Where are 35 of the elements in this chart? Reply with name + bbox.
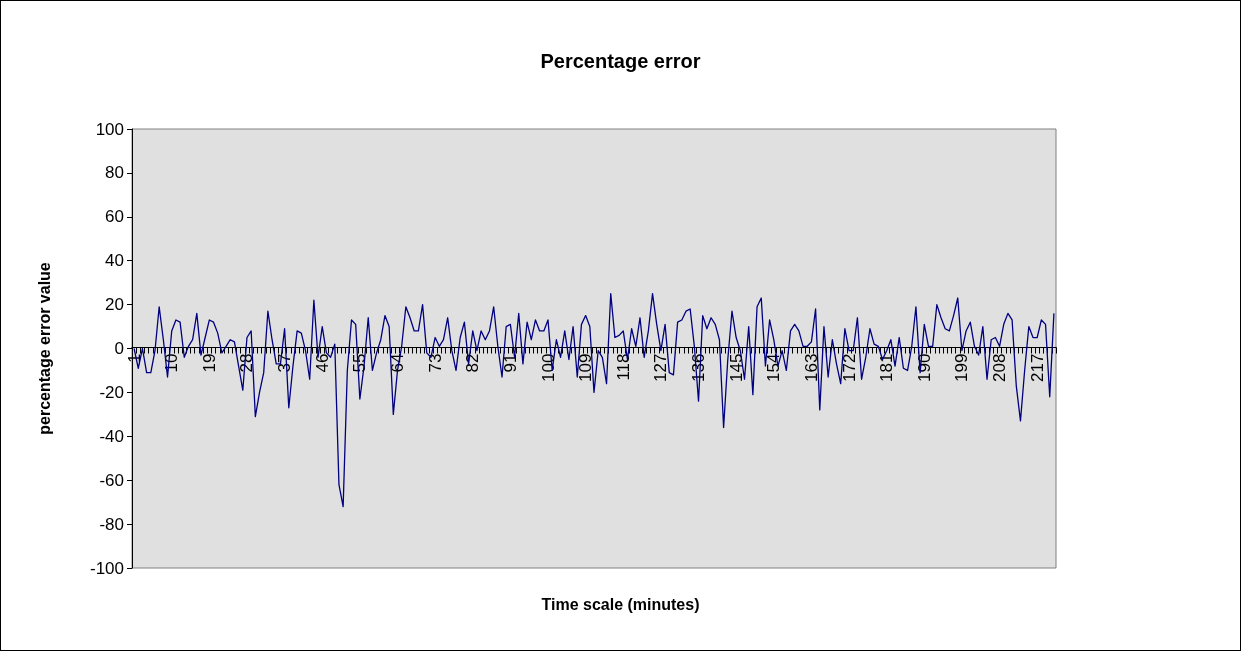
x-tick-label: 172 bbox=[839, 353, 859, 382]
x-tick-label: 118 bbox=[613, 353, 633, 381]
x-tick-label: 37 bbox=[275, 353, 295, 373]
y-tick-label: -100 bbox=[89, 558, 124, 578]
x-tick-label: 217 bbox=[1027, 353, 1047, 382]
x-tick-label: 46 bbox=[312, 353, 332, 373]
y-tick-label: -60 bbox=[99, 470, 124, 490]
y-axis-title: percentage error value bbox=[35, 262, 53, 435]
x-tick-label: 109 bbox=[576, 353, 596, 382]
y-tick-label: 20 bbox=[105, 295, 124, 315]
x-tick-label: 100 bbox=[538, 353, 558, 382]
x-axis-title: Time scale (minutes) bbox=[541, 595, 700, 613]
x-tick-label: 127 bbox=[651, 353, 671, 382]
x-tick-label: 154 bbox=[764, 353, 784, 382]
y-tick-label: -20 bbox=[99, 382, 124, 402]
x-tick-label: 28 bbox=[237, 353, 257, 373]
x-tick-label: 82 bbox=[463, 353, 483, 373]
chart-title: Percentage error bbox=[540, 50, 701, 72]
x-tick-label: 19 bbox=[199, 353, 219, 373]
y-tick-label: -80 bbox=[99, 514, 124, 534]
y-tick-label: 80 bbox=[105, 163, 124, 183]
x-tick-label: 73 bbox=[425, 353, 445, 373]
y-tick-label: -40 bbox=[99, 426, 124, 446]
x-tick-label: 163 bbox=[801, 353, 821, 382]
x-tick-label: 181 bbox=[877, 353, 897, 382]
y-tick-label: 0 bbox=[114, 339, 124, 358]
y-tick-label: 40 bbox=[105, 251, 124, 271]
x-tick-label: 199 bbox=[952, 353, 972, 382]
x-tick-label: 190 bbox=[914, 353, 934, 382]
y-tick-label: 100 bbox=[95, 119, 124, 139]
y-tick-label: 60 bbox=[105, 207, 124, 227]
x-tick-label: 91 bbox=[500, 353, 520, 373]
x-tick-label: 145 bbox=[726, 353, 746, 382]
x-tick-label: 136 bbox=[689, 353, 709, 382]
x-tick-label: 208 bbox=[990, 353, 1010, 382]
